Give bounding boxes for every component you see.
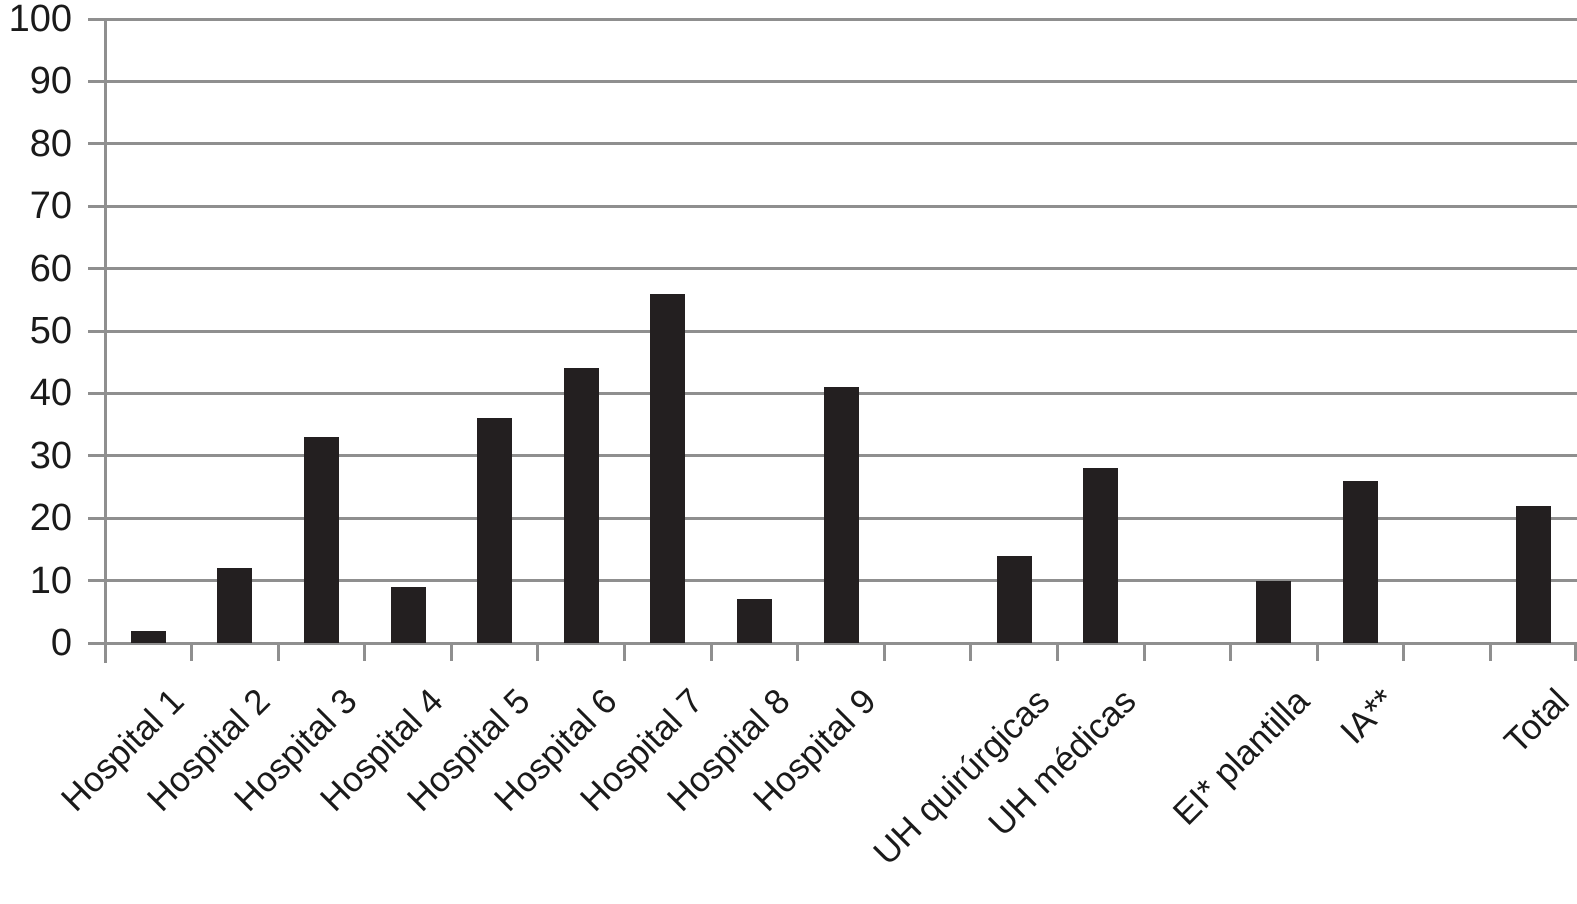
x-axis-tick [363,643,367,661]
bar [823,387,859,643]
x-axis-tick [190,643,194,661]
gridline [88,142,1577,146]
x-axis-tick [1055,643,1059,661]
x-axis-tick [796,643,800,661]
y-tick-label: 10 [29,559,72,602]
x-axis-tick [1315,643,1319,661]
x-tick-label: IA** [1333,681,1404,752]
y-tick-label: 80 [29,122,72,165]
x-axis-tick [1142,643,1146,661]
y-axis-line [103,17,107,663]
y-tick-label: 60 [29,247,72,290]
x-axis-tick [969,643,973,661]
x-axis-tick [1402,643,1406,661]
x-tick-label: EI* plantilla [1165,681,1317,833]
gridline [88,17,1577,21]
x-axis-tick [536,643,540,661]
bar [650,293,686,643]
bar [303,437,339,643]
y-tick-label: 50 [29,310,72,352]
x-axis-tick [449,643,453,661]
x-axis-tick [1229,643,1233,661]
x-axis-tick [709,643,713,661]
y-tick-label: 70 [29,185,72,228]
x-axis-tick [882,643,886,661]
y-tick-label: 100 [8,0,72,40]
y-tick-label: 40 [29,372,72,415]
gridline [88,79,1577,83]
bar [1516,505,1552,643]
bar [130,630,166,643]
x-axis-tick [1488,643,1492,661]
y-tick-label: 0 [50,622,72,664]
gridline [88,204,1577,208]
bar [217,568,253,643]
bar [1256,580,1292,643]
bar [390,586,426,643]
x-axis-tick [1574,643,1577,661]
x-axis-tick [276,643,280,661]
gridline [88,329,1577,333]
bar [1343,480,1379,643]
y-tick-label: 30 [29,434,72,477]
x-axis-tick [623,643,627,661]
gridline [88,641,1577,645]
bar [1083,468,1119,643]
y-tick-label: 90 [29,60,72,103]
bar [996,555,1032,643]
x-tick-label: Total [1496,681,1577,762]
bar [477,418,513,643]
gridline [88,267,1577,271]
y-tick-label: 20 [29,497,72,540]
bar [563,368,599,643]
bar [736,599,772,643]
x-axis-tick [103,643,107,661]
